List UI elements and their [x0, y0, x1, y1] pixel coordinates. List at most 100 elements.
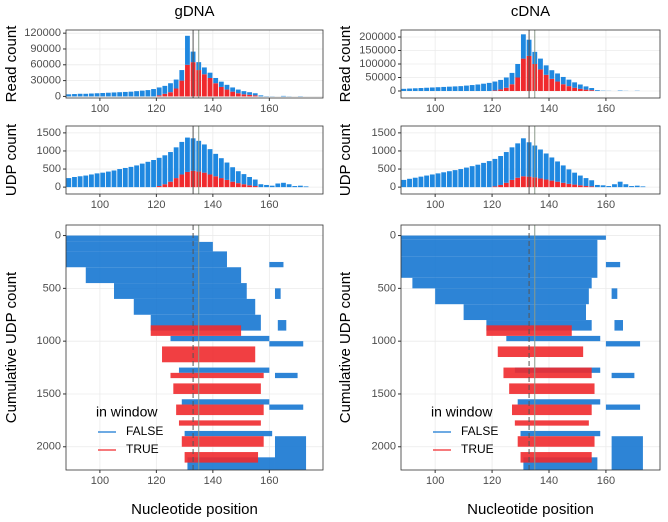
y-tick-label: 30000	[30, 75, 61, 87]
x-tick-label: 100	[426, 475, 444, 487]
segment-block	[178, 420, 261, 426]
bar	[435, 173, 441, 188]
bar	[258, 184, 264, 188]
x-tick-label: 120	[147, 475, 165, 487]
bar	[72, 177, 77, 188]
bar	[207, 72, 213, 78]
segment-block	[176, 404, 264, 416]
bar	[139, 90, 145, 97]
bar	[566, 183, 572, 188]
bar	[538, 69, 543, 91]
x-tick-label: 120	[147, 103, 165, 115]
bar	[185, 64, 190, 97]
bar	[151, 89, 156, 97]
bar	[418, 88, 424, 91]
bar	[179, 141, 185, 175]
bar	[401, 88, 407, 91]
bar	[469, 166, 475, 188]
bar	[589, 180, 595, 187]
segment-block	[401, 256, 598, 278]
segment-block	[66, 251, 227, 268]
segment-block	[277, 320, 287, 331]
bar	[252, 93, 258, 96]
bar	[464, 85, 469, 91]
x-tick-label: 120	[483, 475, 501, 487]
x-tick-label: 160	[597, 199, 615, 211]
bar	[555, 73, 560, 82]
y-tick-label: 1000	[372, 335, 396, 347]
x-tick-label: 140	[204, 475, 222, 487]
bar	[105, 171, 111, 188]
panel-border	[400, 125, 661, 195]
bar	[452, 170, 458, 188]
bar	[520, 58, 526, 91]
bar	[503, 182, 509, 188]
x-axis-label: Nucleotide position	[131, 501, 258, 518]
bar	[498, 89, 504, 91]
bar	[247, 177, 252, 186]
segment-block	[184, 430, 273, 437]
bar	[252, 95, 258, 97]
y-tick-label: 1500	[372, 388, 396, 400]
bar	[269, 185, 275, 188]
segment-block	[497, 346, 584, 358]
bar	[66, 94, 72, 97]
bar	[486, 82, 492, 91]
bar	[606, 186, 612, 188]
bar	[401, 179, 407, 188]
bar	[241, 184, 247, 188]
bar	[446, 171, 452, 188]
bar	[213, 153, 219, 177]
x-tick-label: 160	[260, 199, 278, 211]
bar	[549, 157, 555, 181]
bar	[543, 153, 549, 180]
bar	[498, 79, 504, 90]
bar	[446, 86, 452, 91]
segment-block	[463, 304, 586, 321]
legend-label: FALSE	[461, 424, 498, 438]
bar	[134, 165, 140, 188]
bar	[235, 89, 241, 94]
segment-block	[114, 283, 247, 299]
panel-border	[400, 224, 661, 471]
y-tick-label: 1000	[37, 145, 61, 157]
bar	[492, 158, 498, 187]
bar	[515, 143, 521, 178]
bar	[185, 171, 190, 188]
segment-block	[611, 288, 618, 299]
bar	[224, 84, 230, 90]
bar	[122, 167, 128, 188]
bar	[560, 84, 566, 91]
bar	[503, 152, 509, 183]
bar	[117, 169, 123, 188]
bar	[230, 167, 236, 182]
bar	[179, 174, 185, 188]
bar	[424, 175, 430, 188]
bar	[492, 90, 498, 91]
bar	[577, 88, 583, 91]
bar	[464, 167, 469, 188]
bar	[218, 178, 224, 188]
segment-block	[614, 320, 623, 331]
bar	[145, 90, 151, 97]
bar	[224, 89, 230, 97]
bar	[105, 92, 111, 97]
bar	[492, 81, 498, 91]
bar	[617, 181, 623, 188]
bar	[577, 84, 583, 89]
y-tick-label: 1500	[37, 127, 61, 139]
bar	[407, 178, 412, 188]
x-tick-label: 140	[540, 199, 558, 211]
bar	[412, 177, 418, 188]
bar	[412, 88, 418, 91]
bar	[589, 90, 595, 91]
x-tick-label: 100	[91, 475, 109, 487]
bar	[258, 95, 264, 97]
x-tick-label: 100	[426, 199, 444, 211]
bar	[492, 186, 498, 188]
bar	[303, 186, 309, 188]
x-axis-label: Nucleotide position	[467, 501, 594, 518]
bar	[72, 94, 77, 97]
bar	[640, 186, 646, 188]
segment-block	[133, 298, 256, 315]
